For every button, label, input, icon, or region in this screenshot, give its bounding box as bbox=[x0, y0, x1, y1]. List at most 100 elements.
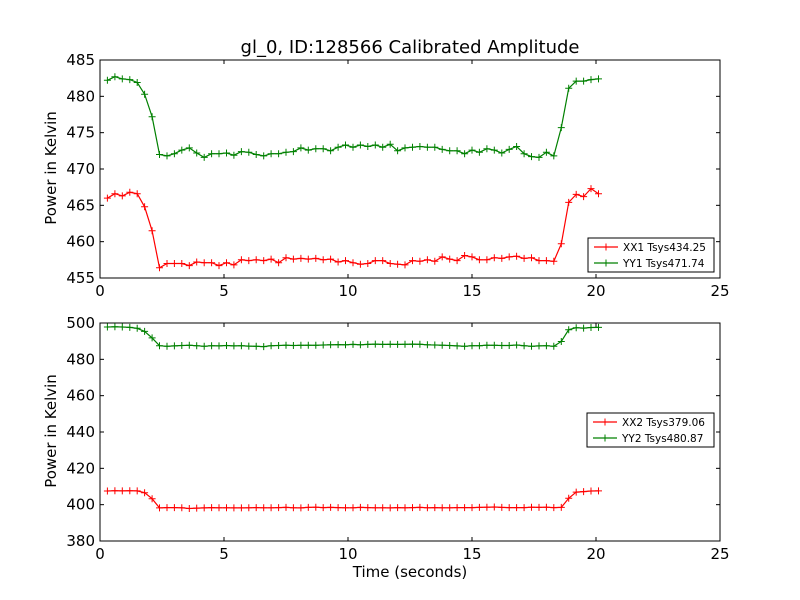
data-point-top bbox=[334, 258, 342, 266]
y-axis-label-bottom: Power in Kelvin bbox=[42, 374, 60, 488]
data-point-bottom bbox=[230, 342, 238, 350]
data-point-top bbox=[453, 257, 461, 265]
data-point-top bbox=[386, 140, 394, 148]
data-point-bottom bbox=[475, 503, 483, 511]
data-point-top bbox=[580, 193, 588, 201]
data-point-top bbox=[461, 150, 469, 158]
data-point-bottom bbox=[215, 342, 223, 350]
data-point-top bbox=[118, 75, 126, 83]
data-point-bottom bbox=[475, 342, 483, 350]
data-point-top bbox=[475, 256, 483, 264]
data-point-top bbox=[327, 147, 335, 155]
data-point-top bbox=[230, 261, 238, 269]
data-point-top bbox=[505, 253, 513, 261]
data-point-top bbox=[304, 146, 312, 154]
data-point-top bbox=[431, 257, 439, 265]
data-point-bottom bbox=[141, 489, 149, 497]
data-point-top bbox=[312, 145, 320, 153]
series-top-0 bbox=[103, 185, 602, 272]
data-point-top bbox=[289, 148, 297, 156]
data-point-top bbox=[304, 255, 312, 263]
data-point-bottom bbox=[215, 504, 223, 512]
data-point-bottom bbox=[193, 504, 201, 512]
data-point-bottom bbox=[587, 324, 595, 331]
x-tick-label-bottom: 0 bbox=[95, 545, 105, 563]
data-point-top bbox=[327, 255, 335, 263]
data-point-top bbox=[565, 84, 573, 92]
data-point-top bbox=[386, 260, 394, 267]
data-point-top bbox=[245, 148, 253, 156]
data-point-top bbox=[349, 259, 357, 267]
data-point-top bbox=[401, 144, 409, 152]
data-point-top bbox=[289, 255, 297, 263]
data-point-bottom bbox=[126, 323, 134, 331]
chart-title-top: gl_0, ID:128566 Calibrated Amplitude bbox=[241, 37, 580, 58]
data-point-bottom bbox=[319, 504, 327, 512]
data-point-bottom bbox=[178, 342, 186, 349]
data-point-top bbox=[490, 146, 498, 154]
data-point-bottom bbox=[319, 341, 327, 349]
data-point-top bbox=[453, 147, 461, 155]
data-point-bottom bbox=[542, 342, 550, 350]
data-point-top bbox=[275, 259, 283, 267]
data-point-top bbox=[513, 252, 521, 260]
data-point-top bbox=[528, 153, 535, 161]
data-point-top bbox=[297, 254, 305, 262]
data-point-top bbox=[394, 260, 402, 268]
data-point-top bbox=[498, 149, 506, 157]
data-point-top bbox=[468, 146, 476, 154]
data-point-top bbox=[156, 151, 163, 158]
data-point-bottom bbox=[178, 504, 186, 512]
y-tick-label-bottom: 380 bbox=[66, 532, 95, 550]
data-point-bottom bbox=[453, 342, 461, 350]
data-point-top bbox=[200, 153, 208, 161]
data-point-bottom bbox=[356, 341, 364, 349]
data-point-bottom bbox=[349, 504, 357, 512]
data-point-top bbox=[260, 152, 268, 160]
data-point-top bbox=[185, 262, 193, 270]
data-point-top bbox=[126, 76, 134, 84]
data-point-bottom bbox=[371, 340, 379, 348]
data-point-top bbox=[208, 259, 216, 267]
data-point-top bbox=[550, 257, 558, 265]
data-point-bottom bbox=[431, 504, 439, 512]
legend-label-bottom: YY2 Tsys480.87 bbox=[621, 433, 703, 445]
x-tick-label-bottom: 15 bbox=[462, 545, 481, 563]
data-point-bottom bbox=[438, 504, 446, 512]
data-point-bottom bbox=[312, 503, 320, 511]
data-point-bottom bbox=[423, 504, 431, 512]
data-point-top bbox=[148, 227, 156, 235]
data-point-top bbox=[349, 143, 357, 151]
data-point-top bbox=[178, 146, 186, 154]
data-point-bottom bbox=[342, 504, 349, 512]
legend-marker-bottom bbox=[601, 434, 609, 442]
data-point-top bbox=[423, 256, 431, 264]
data-point-bottom bbox=[118, 487, 126, 495]
data-point-top bbox=[148, 113, 156, 121]
data-point-bottom bbox=[200, 504, 208, 512]
data-point-top bbox=[230, 151, 238, 159]
y-tick-label-top: 465 bbox=[66, 196, 95, 214]
data-point-top bbox=[394, 147, 402, 155]
legend-marker-bottom bbox=[601, 418, 609, 426]
data-point-bottom bbox=[498, 503, 506, 511]
data-point-top bbox=[342, 257, 349, 265]
data-point-top bbox=[141, 203, 149, 211]
data-point-bottom bbox=[118, 323, 126, 331]
data-point-top bbox=[103, 194, 111, 202]
data-point-top bbox=[111, 190, 119, 198]
data-point-bottom bbox=[133, 324, 141, 332]
data-point-bottom bbox=[438, 341, 446, 349]
y-tick-label-top: 485 bbox=[66, 51, 95, 69]
data-point-bottom bbox=[334, 341, 342, 349]
data-point-top bbox=[215, 150, 223, 158]
data-point-bottom bbox=[371, 504, 379, 512]
data-point-top bbox=[118, 192, 126, 200]
data-point-bottom bbox=[267, 342, 275, 350]
data-point-bottom bbox=[580, 324, 588, 332]
x-tick-label-top: 15 bbox=[462, 282, 481, 300]
data-point-top bbox=[141, 90, 149, 98]
data-point-top bbox=[252, 256, 260, 264]
data-point-bottom bbox=[572, 488, 580, 496]
